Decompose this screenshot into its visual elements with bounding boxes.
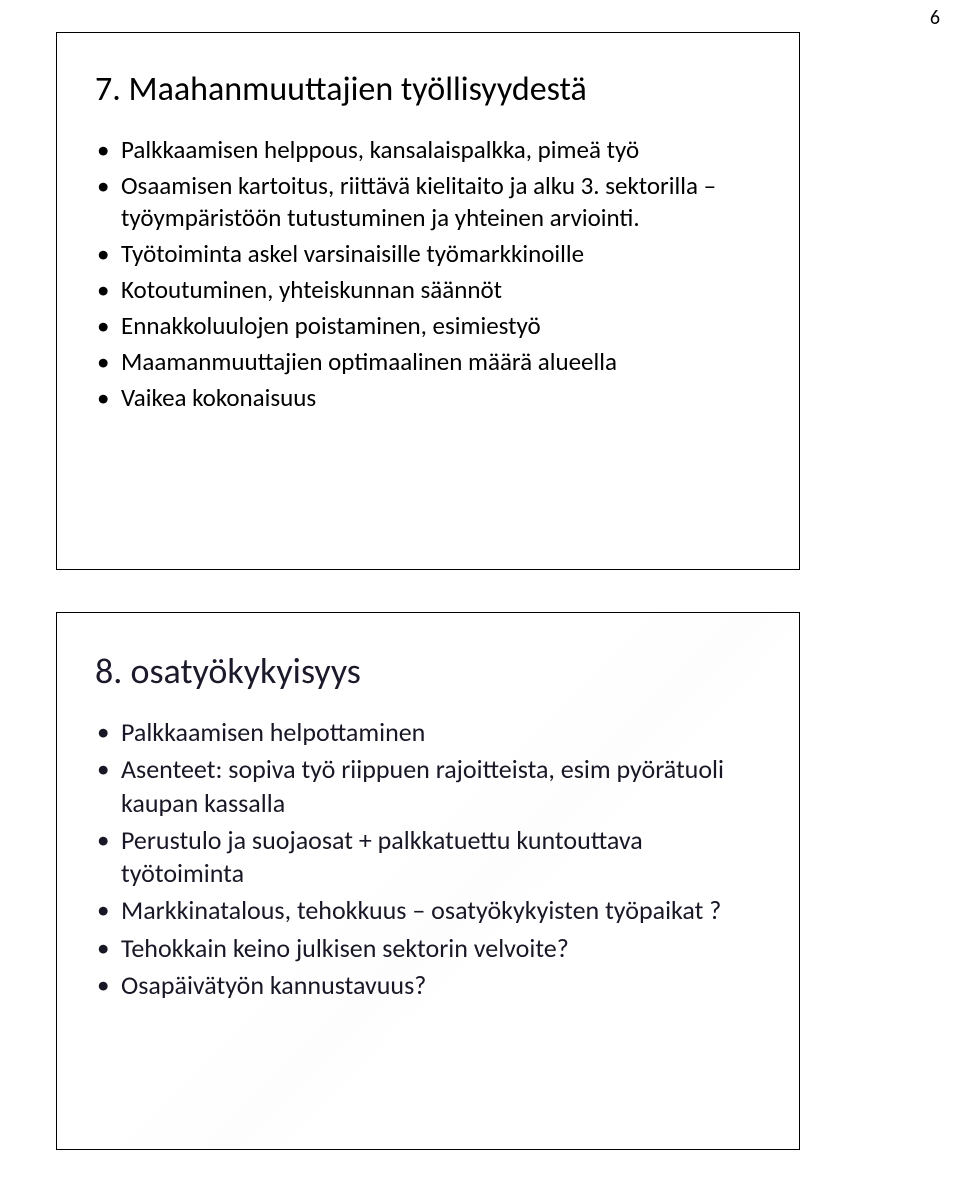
page-number: 6 <box>930 6 940 30</box>
slide-7-bullets: Palkkaamisen helppous, kansalaispalkka, … <box>95 134 769 414</box>
list-item: Palkkaamisen helpottaminen <box>95 716 769 749</box>
page: 6 7. Maahanmuuttajien työllisyydestä Pal… <box>0 0 960 1196</box>
list-item: Perustulo ja suojaosat + palkkatuettu ku… <box>95 824 769 891</box>
slide-8: 8. osatyökykyisyys Palkkaamisen helpotta… <box>56 612 800 1150</box>
list-item: Maamanmuuttajien optimaalinen määrä alue… <box>95 346 769 378</box>
slide-7-title: 7. Maahanmuuttajien työllisyydestä <box>95 69 769 112</box>
list-item: Kotoutuminen, yhteiskunnan säännöt <box>95 274 769 306</box>
list-item: Palkkaamisen helppous, kansalaispalkka, … <box>95 134 769 166</box>
list-item: Tehokkain keino julkisen sektorin velvoi… <box>95 932 769 965</box>
list-item: Markkinatalous, tehokkuus – osatyökykyis… <box>95 894 769 927</box>
list-item: Asenteet: sopiva työ riippuen rajoitteis… <box>95 753 769 820</box>
list-item: Osapäivätyön kannustavuus? <box>95 969 769 1002</box>
list-item: Osaamisen kartoitus, riittävä kielitaito… <box>95 170 769 234</box>
slide-8-title: 8. osatyökykyisyys <box>95 649 769 694</box>
slide-7: 7. Maahanmuuttajien työllisyydestä Palkk… <box>56 32 800 570</box>
list-item: Ennakkoluulojen poistaminen, esimiestyö <box>95 310 769 342</box>
list-item: Vaikea kokonaisuus <box>95 382 769 414</box>
list-item: Työtoiminta askel varsinaisille työmarkk… <box>95 238 769 270</box>
slide-8-bullets: Palkkaamisen helpottaminen Asenteet: sop… <box>95 716 769 1002</box>
